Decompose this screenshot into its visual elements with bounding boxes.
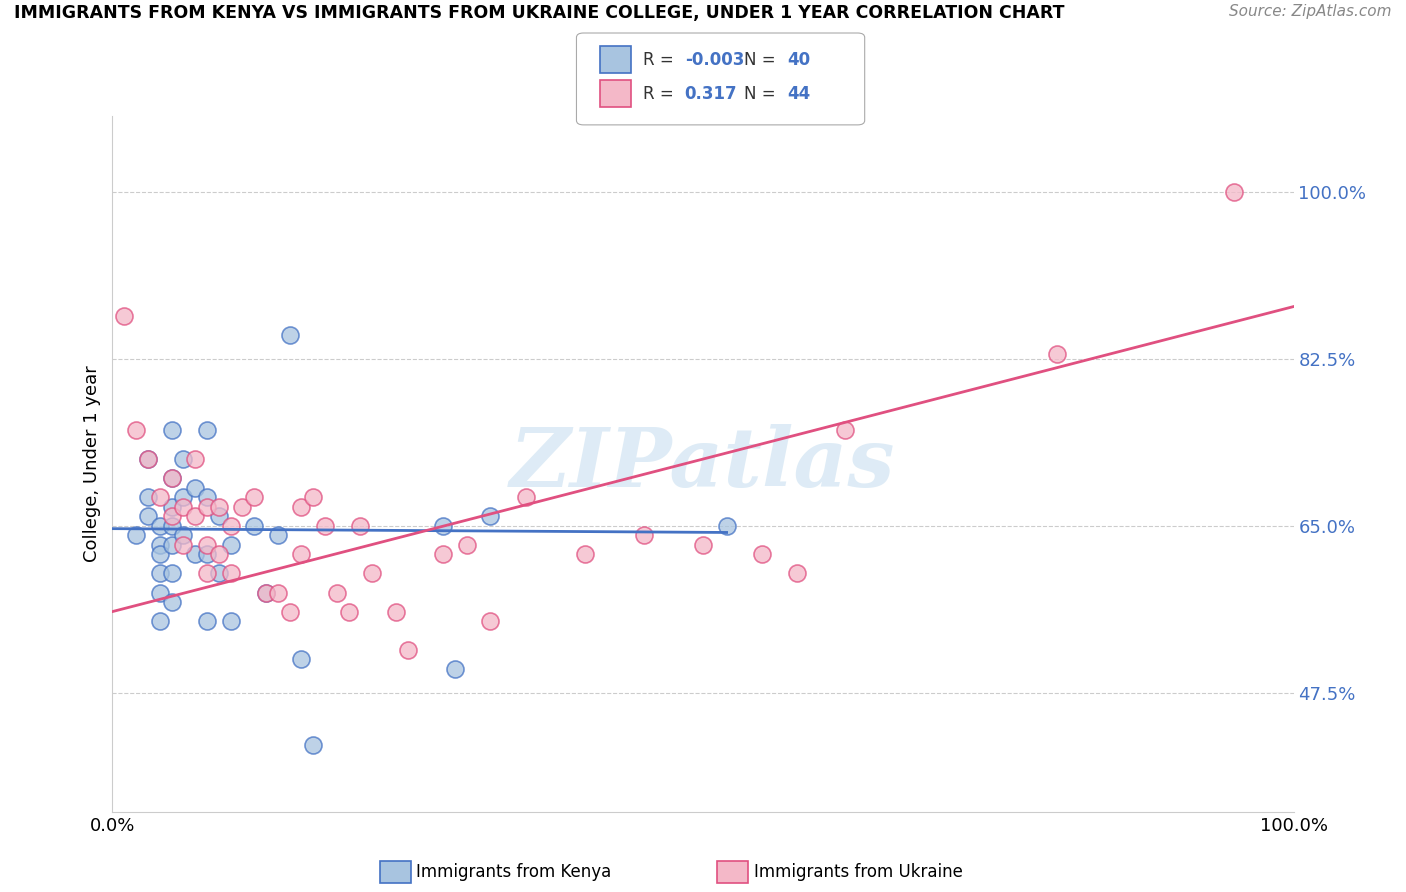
Point [456, 538, 478, 552]
Point [574, 548, 596, 562]
Point [149, 566, 172, 581]
Text: -0.003: -0.003 [685, 51, 744, 69]
Point [432, 548, 454, 562]
Point [278, 605, 301, 619]
Point [254, 585, 277, 599]
Point [290, 652, 312, 666]
Point [172, 538, 194, 552]
Point [160, 471, 183, 485]
Point [1223, 185, 1246, 199]
Point [125, 528, 148, 542]
Point [337, 605, 360, 619]
Point [149, 614, 172, 628]
Point [160, 509, 183, 524]
Point [243, 518, 266, 533]
Text: 40: 40 [787, 51, 810, 69]
Text: IMMIGRANTS FROM KENYA VS IMMIGRANTS FROM UKRAINE COLLEGE, UNDER 1 YEAR CORRELATI: IMMIGRANTS FROM KENYA VS IMMIGRANTS FROM… [14, 4, 1064, 22]
Point [136, 452, 159, 467]
Point [149, 548, 172, 562]
Point [195, 548, 218, 562]
Point [515, 490, 537, 504]
Point [195, 538, 218, 552]
Point [125, 424, 148, 438]
Point [385, 605, 408, 619]
Point [231, 500, 253, 514]
Point [195, 490, 218, 504]
Point [349, 518, 371, 533]
Point [479, 614, 502, 628]
Text: Immigrants from Ukraine: Immigrants from Ukraine [754, 863, 963, 881]
Point [208, 548, 231, 562]
Point [160, 471, 183, 485]
Point [219, 566, 242, 581]
Point [195, 424, 218, 438]
Point [834, 424, 856, 438]
Point [290, 500, 312, 514]
Text: 0.317: 0.317 [685, 85, 737, 103]
Point [195, 566, 218, 581]
Point [208, 566, 231, 581]
Point [149, 490, 172, 504]
Point [751, 548, 773, 562]
Point [267, 585, 290, 599]
Text: 44: 44 [787, 85, 811, 103]
Point [184, 548, 207, 562]
Point [195, 614, 218, 628]
Point [195, 500, 218, 514]
Point [302, 738, 325, 752]
Point [361, 566, 384, 581]
Point [184, 452, 207, 467]
Point [160, 500, 183, 514]
Text: N =: N = [744, 51, 780, 69]
Point [479, 509, 502, 524]
Text: R =: R = [643, 51, 679, 69]
Point [172, 500, 194, 514]
Point [396, 642, 419, 657]
Point [267, 528, 290, 542]
Point [136, 509, 159, 524]
Point [1046, 347, 1069, 361]
Point [278, 328, 301, 343]
Y-axis label: College, Under 1 year: College, Under 1 year [83, 366, 101, 562]
Point [243, 490, 266, 504]
Point [219, 518, 242, 533]
Point [302, 490, 325, 504]
Point [184, 481, 207, 495]
Point [112, 309, 135, 323]
Text: N =: N = [744, 85, 780, 103]
Point [160, 424, 183, 438]
Point [160, 566, 183, 581]
Point [314, 518, 336, 533]
Point [254, 585, 277, 599]
Point [208, 500, 231, 514]
Point [716, 518, 738, 533]
Point [692, 538, 714, 552]
Point [160, 538, 183, 552]
Point [136, 452, 159, 467]
Point [219, 614, 242, 628]
Point [160, 518, 183, 533]
Point [633, 528, 655, 542]
Point [172, 528, 194, 542]
Point [149, 518, 172, 533]
Text: Immigrants from Kenya: Immigrants from Kenya [416, 863, 612, 881]
Point [290, 548, 312, 562]
Point [172, 490, 194, 504]
Point [136, 490, 159, 504]
Point [172, 452, 194, 467]
Point [444, 662, 467, 676]
Point [219, 538, 242, 552]
Text: R =: R = [643, 85, 679, 103]
Point [326, 585, 349, 599]
Point [786, 566, 808, 581]
Point [184, 509, 207, 524]
Text: ZIPatlas: ZIPatlas [510, 424, 896, 504]
Text: Source: ZipAtlas.com: Source: ZipAtlas.com [1229, 4, 1392, 20]
Point [149, 538, 172, 552]
Point [149, 585, 172, 599]
Point [432, 518, 454, 533]
Point [208, 509, 231, 524]
Point [160, 595, 183, 609]
